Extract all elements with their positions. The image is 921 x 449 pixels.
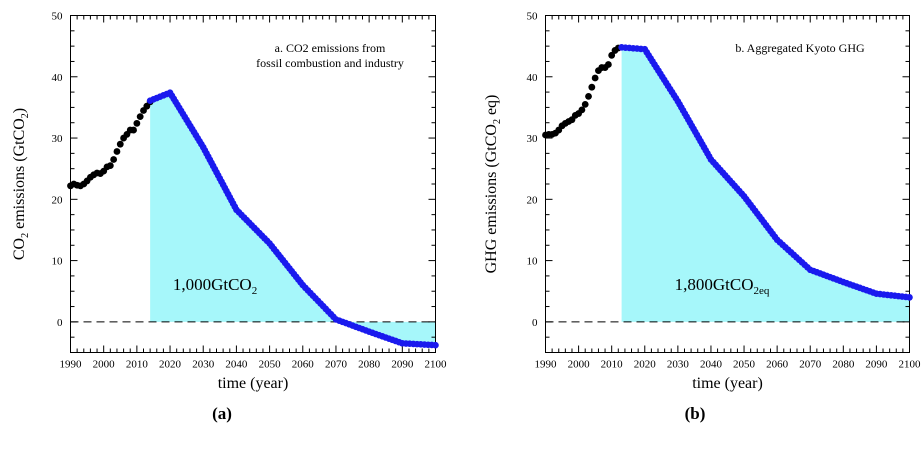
x-tick-label: 2090: [865, 359, 888, 371]
y-axis-title-part: GHG emissions (GtCO: [483, 124, 500, 273]
y-tick-label: 40: [52, 72, 64, 84]
x-tick-label: 2000: [93, 359, 116, 371]
cumulative-emission-label: 1,000GtCO2: [173, 275, 257, 297]
panel-label: (b): [685, 404, 706, 423]
x-tick-label: 2090: [391, 359, 414, 371]
series-projection: [146, 89, 439, 349]
x-tick-label: 2050: [733, 359, 756, 371]
historical-point: [591, 74, 599, 82]
historical-point: [133, 119, 141, 127]
historical-point: [113, 148, 121, 155]
x-axis-title: time (year): [692, 375, 763, 392]
x-tick-label: 2080: [358, 359, 381, 371]
x-tick-label: 2020: [634, 359, 657, 371]
panel-title-line-1: a. CO2 emissions from: [275, 41, 386, 55]
historical-point: [588, 83, 596, 91]
series-projection: [618, 44, 913, 301]
y-tick-label: 50: [52, 11, 64, 23]
projection-point: [432, 341, 439, 349]
x-tick-label: 2020: [159, 359, 182, 371]
x-tick-label: 2100: [425, 359, 448, 371]
historical-point: [578, 106, 586, 114]
x-tick-label: 2030: [192, 359, 215, 371]
y-axis-title: GHG emissions (GtCO2 eq): [483, 95, 503, 274]
panel-label: (a): [212, 404, 232, 423]
cumulative-emission-label: 1,800GtCO2eq: [675, 275, 770, 297]
x-axis: 1990 2000 2010 2020 2030 2040 2050 2060 2070 2080…: [535, 15, 921, 371]
y-axis-title-part: ): [11, 108, 28, 113]
y-axis-title-part: CO: [11, 238, 28, 260]
historical-point: [585, 92, 592, 100]
historical-point: [604, 61, 612, 68]
y-axis: 0 10 20 30 40 50: [527, 11, 910, 353]
chart-panel-a: 1990 2000 2010 2020 2030 2040 2050 2060 2070 2080…: [11, 11, 447, 424]
x-axis-title: time (year): [218, 375, 289, 392]
series-historical: [67, 98, 154, 190]
historical-point: [110, 156, 118, 163]
historical-point: [136, 113, 144, 120]
y-tick-label: 50: [527, 11, 539, 23]
y-axis-title-part: eq): [483, 95, 500, 119]
x-tick-label: 2070: [799, 359, 822, 371]
x-tick-label: 2060: [292, 359, 315, 371]
cumulative-emission-label-sub: 2eq: [753, 285, 769, 297]
y-tick-label: 20: [527, 194, 539, 206]
y-axis-title-part: emissions (GtCO: [11, 118, 28, 233]
cumulative-emission-area: [621, 47, 910, 322]
x-tick-label: 2050: [259, 359, 282, 371]
historical-point: [130, 126, 137, 134]
historical-point: [581, 100, 589, 108]
panel-title-line-1: b. Aggregated Kyoto GHG: [735, 41, 865, 55]
historical-point: [106, 162, 114, 170]
x-tick-label: 1990: [60, 359, 83, 371]
historical-point: [608, 51, 616, 59]
y-tick-label: 0: [532, 317, 538, 329]
y-axis-title-sub: 2: [20, 233, 31, 238]
x-tick-label: 2040: [225, 359, 248, 371]
y-axis-title-sub: 2: [492, 119, 503, 124]
panel-title-line-2: fossil combustion and industry: [256, 56, 404, 70]
y-tick-label: 40: [527, 72, 539, 84]
cumulative-emission-area: [150, 92, 436, 346]
x-tick-label: 2080: [832, 359, 855, 371]
y-axis-title-sub: 2: [20, 113, 31, 118]
x-axis: 1990 2000 2010 2020 2030 2040 2050 2060 2070 2080…: [60, 15, 448, 371]
y-tick-label: 0: [57, 317, 63, 329]
cumulative-emission-label-main: 1,000GtCO: [173, 275, 252, 294]
y-axis-title: CO2 emissions (GtCO2): [11, 108, 31, 260]
x-tick-label: 2000: [568, 359, 591, 371]
x-tick-label: 2010: [601, 359, 624, 371]
cumulative-emission-label-sub: 2: [252, 285, 258, 297]
y-axis: 0 10 20 30 40 50: [52, 11, 436, 353]
y-tick-label: 20: [52, 194, 64, 206]
chart-panel-b: 1990 2000 2010 2020 2030 2040 2050 2060 2070 2080…: [483, 11, 921, 424]
x-tick-label: 2070: [325, 359, 348, 371]
x-tick-label: 2100: [899, 359, 921, 371]
projection-point: [906, 294, 913, 301]
x-tick-label: 2040: [700, 359, 723, 371]
y-tick-label: 30: [52, 133, 64, 145]
y-tick-label: 10: [527, 256, 539, 268]
x-tick-label: 2010: [126, 359, 149, 371]
x-tick-label: 1990: [535, 359, 558, 371]
y-tick-label: 10: [52, 256, 64, 268]
x-tick-label: 2060: [766, 359, 789, 371]
series-historical: [542, 44, 622, 139]
x-tick-label: 2030: [667, 359, 690, 371]
y-tick-label: 30: [527, 133, 539, 145]
cumulative-emission-label-main: 1,800GtCO: [675, 275, 754, 294]
historical-point: [116, 140, 124, 148]
